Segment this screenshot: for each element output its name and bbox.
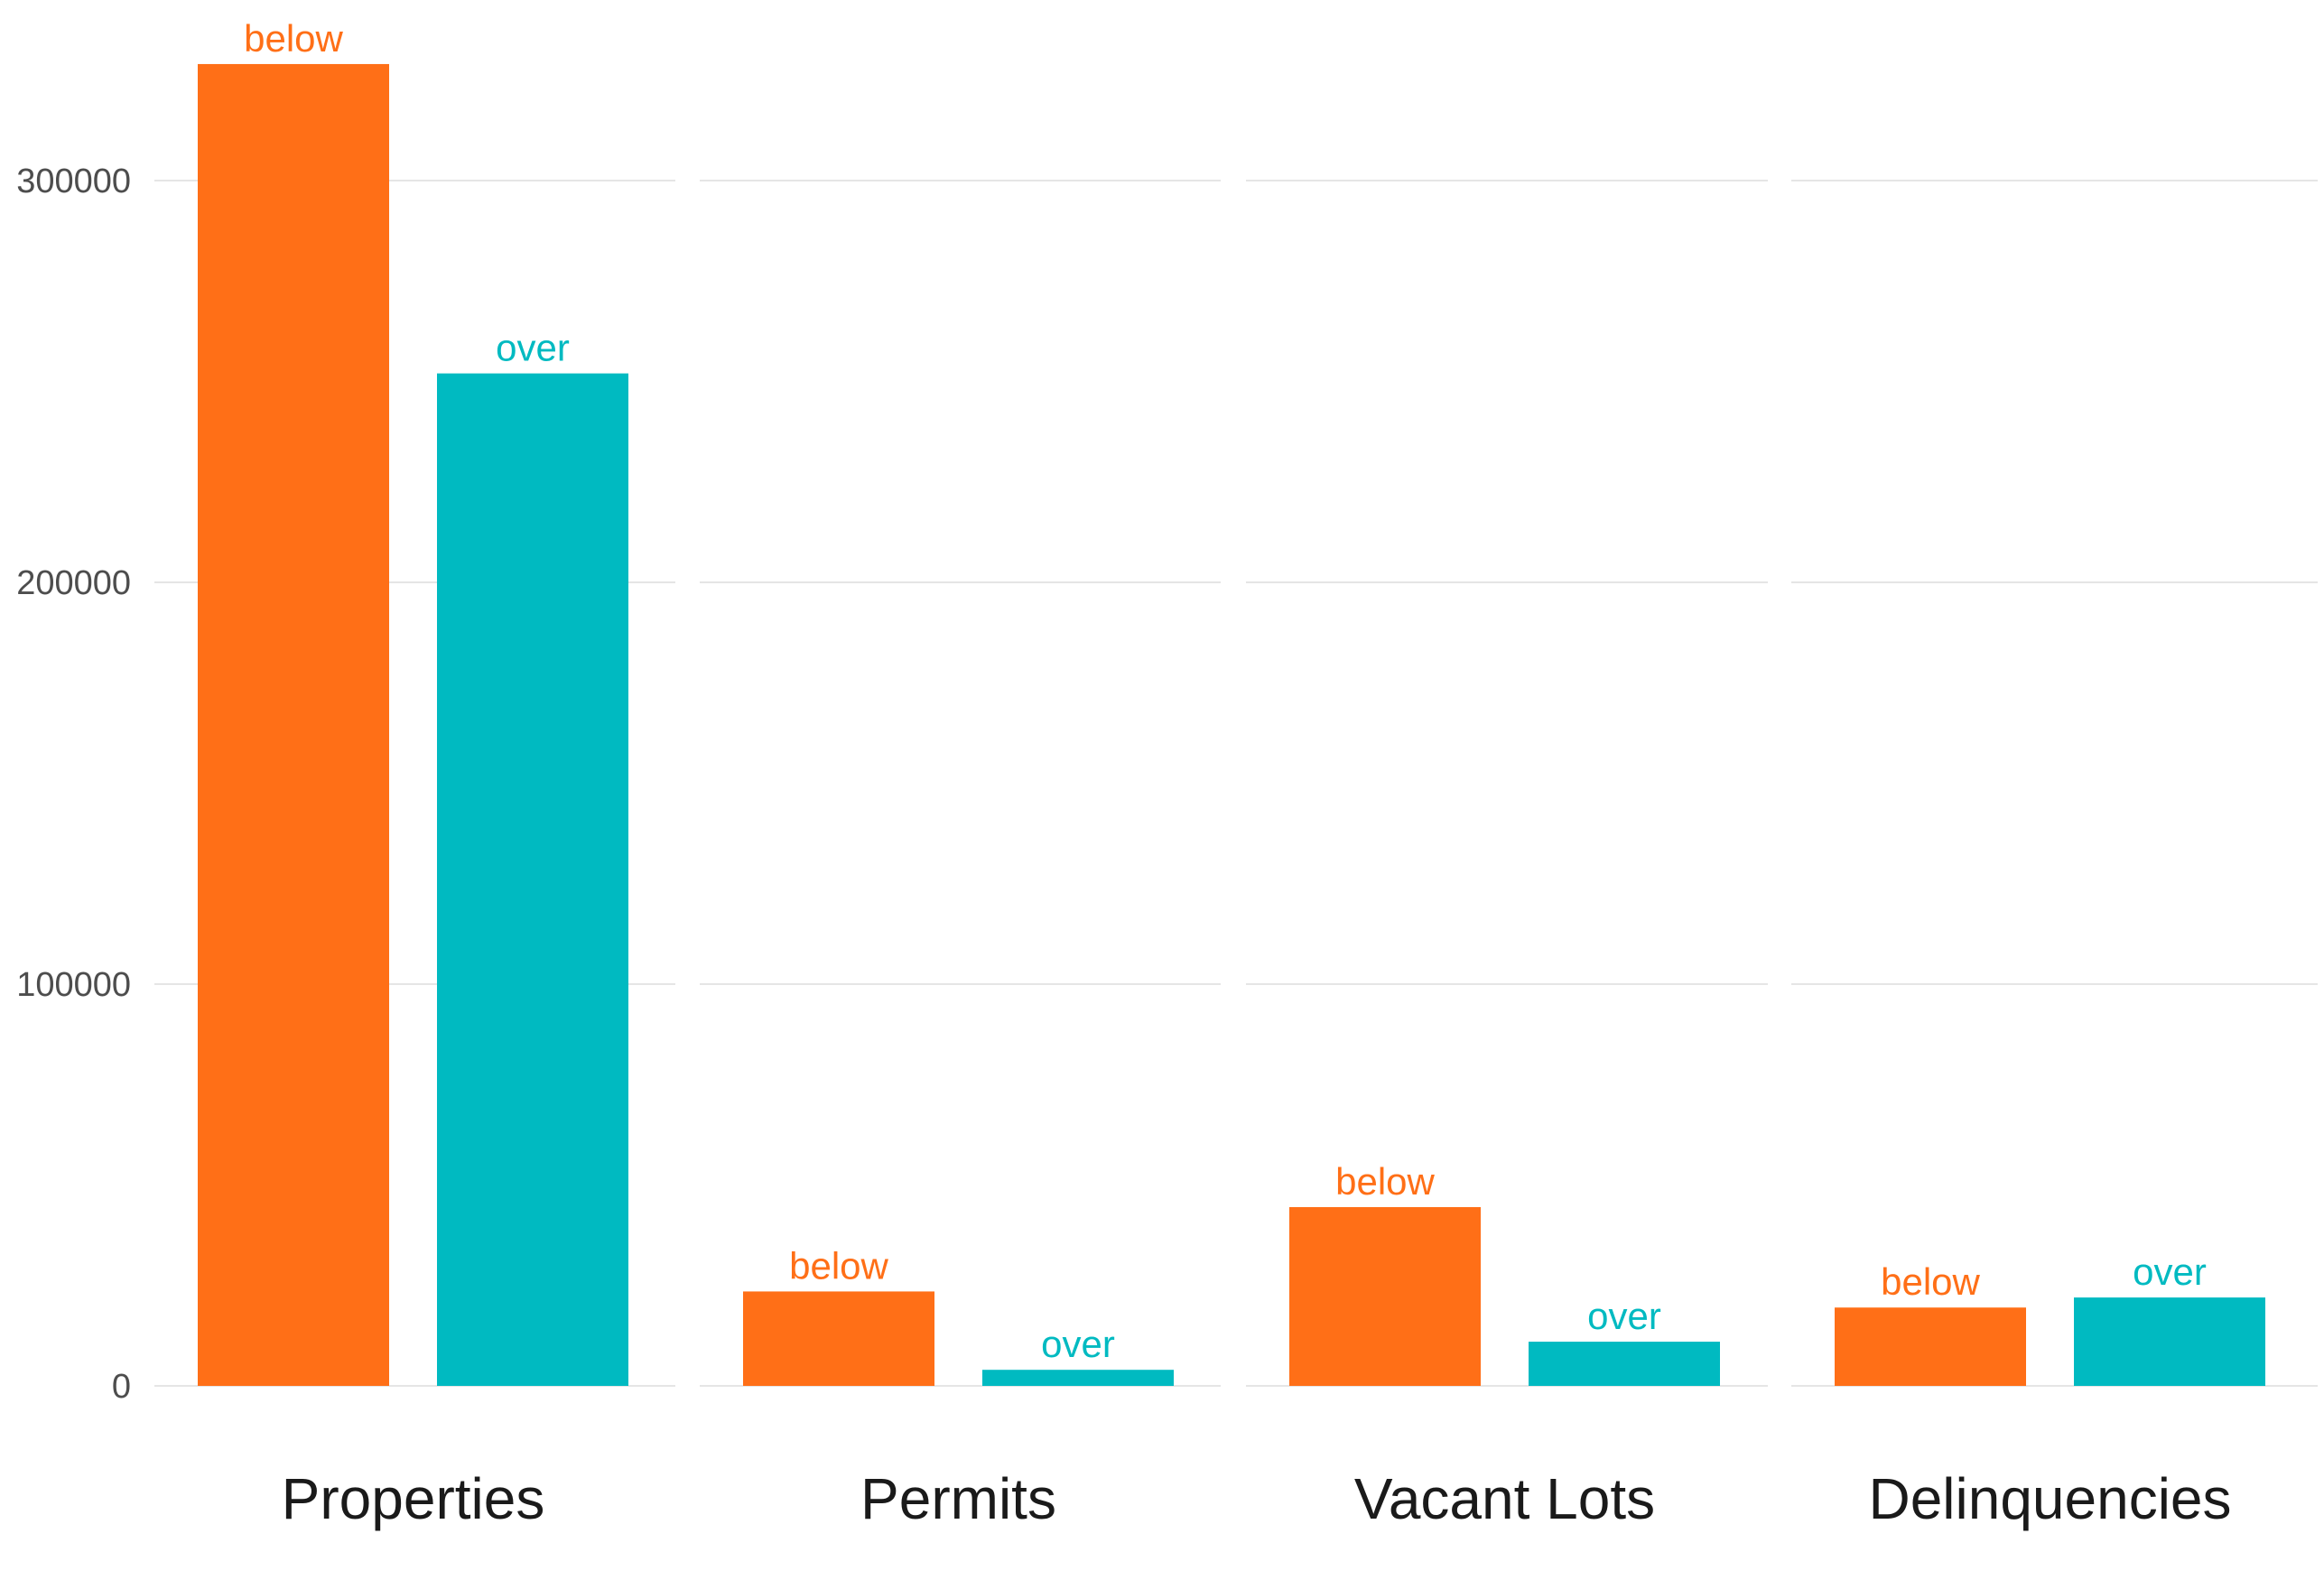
bar-over	[437, 373, 628, 1387]
bar-below	[198, 63, 389, 1387]
panel-labels: Properties Permits Vacant Lots Delinquencie…	[282, 1466, 2232, 1531]
data-label-below: below	[1335, 1160, 1435, 1203]
y-tick-label: 0	[112, 1368, 131, 1406]
data-label-below: below	[1881, 1260, 1980, 1303]
data-label-over: over	[2133, 1250, 2207, 1293]
bar-below	[743, 1291, 934, 1386]
data-label-below: below	[244, 17, 343, 60]
panel-label: Delinquencies	[1868, 1466, 2231, 1531]
data-label-below: below	[789, 1244, 888, 1287]
y-tick-label: 100000	[16, 966, 131, 1004]
data-label-over: over	[1041, 1323, 1115, 1365]
bar-over	[2074, 1297, 2265, 1386]
data-labels: below over below over below over below over	[244, 17, 2207, 1365]
y-tick-label: 200000	[16, 564, 131, 602]
bar-below	[1835, 1307, 2026, 1386]
data-label-over: over	[496, 327, 570, 369]
bars	[198, 63, 2265, 1387]
bar-below	[1289, 1206, 1481, 1386]
panel-label: Permits	[860, 1466, 1056, 1531]
y-tick-label: 300000	[16, 163, 131, 200]
bar-over	[982, 1370, 1174, 1386]
data-label-over: over	[1587, 1295, 1661, 1337]
y-axis: 0 100000 200000 300000	[16, 163, 131, 1406]
bar-over	[1529, 1342, 1720, 1386]
panel-label: Vacant Lots	[1354, 1466, 1655, 1531]
panel-label: Properties	[282, 1466, 545, 1531]
